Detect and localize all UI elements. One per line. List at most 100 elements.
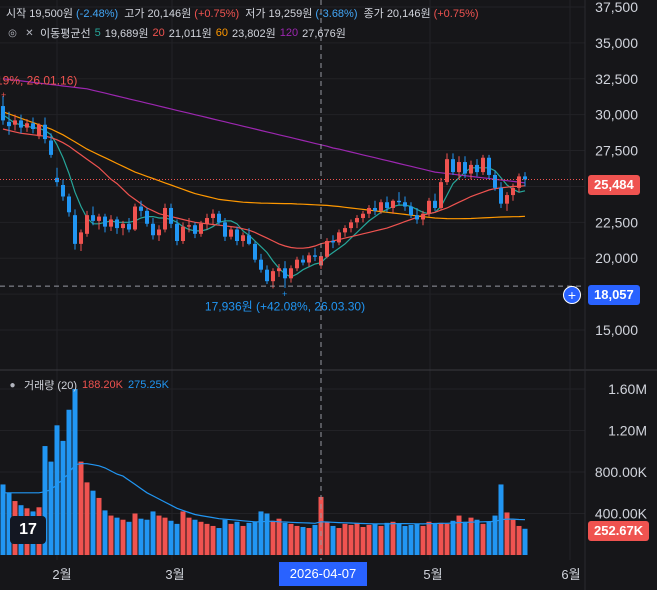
candle-body	[397, 200, 401, 203]
candle	[325, 238, 329, 259]
volume-bar	[132, 513, 138, 555]
candle	[187, 218, 191, 233]
price-axis-label: 27,500	[595, 143, 638, 159]
candle-body	[163, 207, 167, 230]
ma5-period: 5	[94, 27, 101, 39]
low-value: 19,259원	[268, 8, 313, 20]
add-alert-plus-icon[interactable]: +	[563, 286, 581, 304]
candle	[253, 240, 257, 263]
candle-body	[319, 256, 323, 266]
volume-bar	[204, 523, 210, 555]
candle-body	[151, 223, 155, 236]
high-annotation: 19%, 26.01.16)	[0, 74, 77, 88]
candle-body	[43, 124, 47, 140]
tradingview-logo[interactable]: 17	[10, 516, 46, 544]
candle	[229, 226, 233, 240]
candle-body	[517, 176, 521, 188]
volume-bar	[72, 389, 78, 555]
volume-bar	[186, 517, 192, 555]
candle	[355, 215, 359, 229]
volume-axis: 1.60M 1.20M 800.00K 400.00K	[595, 381, 648, 522]
candle-body	[427, 200, 431, 214]
volume-bar	[90, 490, 96, 555]
volume-bar	[228, 523, 234, 555]
crosshair-price-label: 18,057	[588, 285, 640, 305]
candle-body	[223, 222, 227, 237]
ma-line-5	[2, 114, 526, 278]
candle	[67, 193, 71, 217]
volume-bar	[234, 521, 240, 555]
volume-bar	[288, 523, 294, 555]
candle	[1, 96, 5, 125]
candle	[55, 167, 59, 187]
candle	[37, 123, 41, 140]
close-value: 20,146원	[386, 8, 431, 20]
candle-body	[337, 232, 341, 243]
candle-body	[463, 162, 467, 174]
volume-bar	[42, 446, 48, 555]
candle-body	[499, 187, 503, 204]
candle-body	[289, 268, 293, 279]
close-icon[interactable]: ✕	[25, 27, 34, 39]
candle	[85, 210, 89, 237]
volume-bar	[210, 525, 216, 555]
time-axis-label: 6월	[561, 567, 580, 582]
candle-body	[259, 259, 263, 270]
low-arrow: +	[282, 289, 287, 299]
price-axis-label: 35,000	[595, 35, 638, 51]
volume-bar	[126, 521, 132, 555]
candle	[439, 177, 443, 210]
volume-bar	[330, 525, 336, 555]
time-axis-label: 5월	[423, 567, 442, 582]
last-price-label: 25,484	[588, 175, 640, 195]
high-label: 고가	[124, 8, 145, 20]
candle	[433, 193, 437, 211]
ma-line-60	[2, 111, 526, 220]
candle-body	[325, 240, 329, 257]
candle	[13, 114, 17, 131]
candle-body	[37, 124, 41, 137]
price-axis-label: 22,500	[595, 214, 638, 230]
open-label: 시작	[6, 8, 27, 20]
close-label: 종가	[363, 8, 384, 20]
volume-bar	[120, 519, 126, 555]
candle-body	[295, 259, 299, 269]
candle-body	[385, 202, 389, 208]
ma-legend: ◎ ✕ 이동평균선 5 19,689원 20 21,011원 60 23,802…	[6, 25, 346, 41]
candle	[103, 213, 107, 233]
candle-body	[391, 200, 395, 208]
price-axis-label: 15,000	[595, 322, 638, 338]
close-change: (+0.75%)	[433, 8, 479, 20]
candle	[25, 118, 29, 132]
candle-body	[433, 200, 437, 208]
candle-body	[211, 213, 215, 219]
volume-bar	[54, 425, 60, 555]
volume-bar	[456, 515, 462, 555]
candle-body	[253, 243, 257, 260]
candle	[445, 153, 449, 186]
volume-value-1: 188.20K	[81, 379, 123, 391]
candle	[151, 218, 155, 240]
moving-average-lines	[2, 78, 526, 278]
last-volume-label: 252.67K	[588, 521, 650, 541]
candle	[469, 160, 473, 180]
candle-body	[283, 268, 287, 279]
eye-hidden-icon[interactable]: ◎	[8, 27, 17, 39]
volume-bar	[510, 519, 516, 555]
candle-body	[229, 229, 233, 237]
candle-body	[403, 202, 407, 207]
candle-body	[61, 185, 65, 197]
candle-body	[475, 164, 479, 173]
open-value: 19,500원	[29, 8, 74, 20]
volume-average-line	[3, 463, 526, 525]
candle	[385, 196, 389, 213]
candle	[367, 205, 371, 219]
candle	[331, 235, 335, 249]
candle-body	[511, 187, 515, 196]
candle	[109, 215, 113, 231]
volume-bar	[480, 523, 486, 555]
volume-bar	[192, 519, 198, 555]
eye-icon[interactable]: ●	[9, 379, 16, 391]
